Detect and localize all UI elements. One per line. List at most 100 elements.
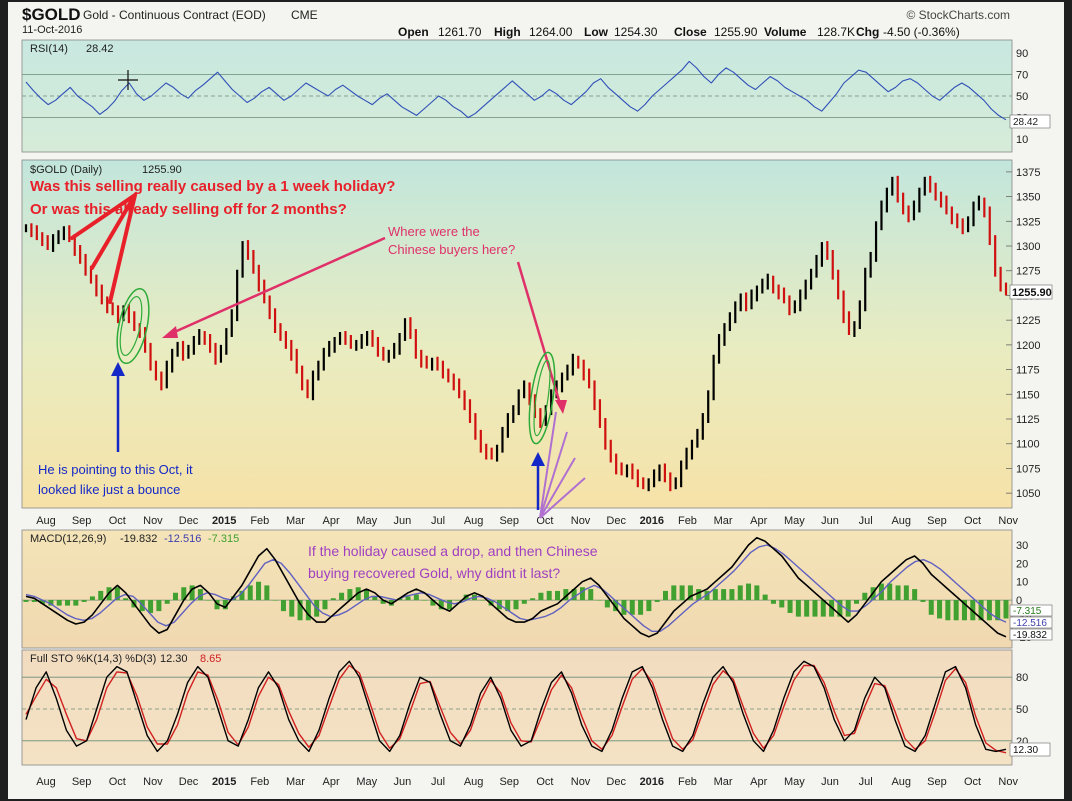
macd-tag: -19.832: [1013, 630, 1047, 641]
macd-histogram-bar: [555, 590, 561, 601]
macd-histogram-bar: [405, 596, 411, 601]
month-label: Oct: [964, 776, 981, 788]
sto-y-tick: 80: [1016, 672, 1028, 684]
macd-histogram-bar: [123, 598, 129, 601]
price-y-tick: 1175: [1016, 365, 1040, 377]
macd-histogram-bar: [305, 600, 311, 621]
month-label: May: [784, 776, 805, 788]
macd-histogram-bar: [986, 600, 992, 621]
macd-histogram-bar: [912, 589, 918, 601]
sto-tag: 12.30: [1013, 745, 1038, 756]
blue-arrowhead-right: [531, 452, 545, 466]
macd-histogram-bar: [679, 585, 685, 601]
price-y-tick: 1275: [1016, 266, 1040, 278]
macd-histogram-bar: [571, 589, 577, 601]
ellipse-oct-2014-inner: [119, 295, 143, 357]
why-1: If the holiday caused a drop, and then C…: [308, 543, 598, 559]
month-label: Apr: [750, 776, 767, 788]
macd-histogram-bar: [272, 600, 278, 601]
macd-histogram-bar: [81, 600, 87, 602]
purple-rays: [539, 411, 586, 519]
month-label: Oct: [536, 515, 553, 527]
macd-histogram-bar: [945, 600, 951, 621]
date: 11-Oct-2016: [22, 24, 82, 36]
chinese-buyers-2: Chinese buyers here?: [388, 242, 515, 257]
signal-tag: -12.516: [1013, 618, 1047, 629]
signal-value: -12.516: [164, 533, 201, 545]
month-label: Dec: [179, 515, 199, 527]
macd-histogram-bar: [73, 600, 79, 606]
macd-series: [22, 536, 1012, 638]
macd-histogram-bar: [629, 600, 635, 615]
macd-label: MACD(12,26,9): [30, 533, 106, 545]
month-label: Jul: [431, 776, 445, 788]
month-label: Oct: [536, 776, 553, 788]
month-label: Aug: [36, 515, 56, 527]
month-label: Apr: [323, 515, 340, 527]
macd-histogram-bar: [31, 600, 37, 602]
month-label: Jun: [393, 776, 411, 788]
crosshair-icon: [118, 70, 138, 90]
macd-histogram-bar: [480, 600, 486, 601]
price-panel: [21, 159, 1013, 509]
macd-histogram-bar: [239, 590, 245, 601]
macd-line: [25, 536, 1007, 638]
macd-histogram-bar: [845, 600, 851, 617]
month-label: Aug: [464, 515, 484, 527]
macd-histogram-bar: [712, 589, 718, 601]
macd-histogram-bar: [787, 600, 793, 613]
macd-histogram-bar: [646, 600, 652, 612]
sto-d-value: 8.65: [200, 653, 221, 665]
rsi-y-tick: 70: [1016, 69, 1028, 81]
macd-histogram-bar: [438, 600, 444, 610]
holiday-question-1: Was this selling really caused by a 1 we…: [30, 178, 395, 195]
macd-histogram-bar: [579, 587, 585, 601]
price-y-tick: 1350: [1016, 192, 1040, 204]
month-label: Aug: [464, 776, 484, 788]
macd-histogram-bar: [928, 600, 934, 615]
sto-label: Full STO %K(14,3) %D(3): [30, 653, 156, 665]
macd-histogram-bar: [795, 600, 801, 617]
price-label: $GOLD (Daily): [30, 164, 102, 176]
macd-histogram-bar: [995, 600, 1001, 621]
month-label: Nov: [998, 515, 1018, 527]
macd-histogram-bar: [812, 600, 818, 617]
macd-histogram-bar: [638, 600, 644, 615]
hist-tag: -7.315: [1013, 606, 1042, 617]
macd-histogram-bar: [770, 600, 776, 604]
sto-y-tick: 50: [1016, 704, 1028, 716]
volume-label: Volume: [764, 25, 807, 39]
macd-y-tick: 20: [1016, 558, 1028, 570]
close-value: 1255.90: [714, 25, 758, 39]
macd-histogram-bar: [804, 600, 810, 617]
macd-histogram-bar: [737, 585, 743, 601]
chg-value: -4.50 (-0.36%): [883, 25, 960, 39]
price-y-tick: 1100: [1016, 439, 1040, 451]
sto-k-line: [25, 660, 1007, 753]
rsi-y-tick: 90: [1016, 48, 1028, 60]
macd-histogram-bar: [256, 581, 262, 601]
price-y-tick: 1075: [1016, 463, 1040, 475]
sto-series: [22, 660, 1012, 754]
month-label: Nov: [571, 515, 591, 527]
macd-histogram-bar: [339, 592, 345, 601]
macd-histogram-bar: [953, 600, 959, 621]
price-y-tick: 1300: [1016, 241, 1040, 253]
month-label: Feb: [678, 515, 697, 527]
macd-histogram-bar: [837, 600, 843, 617]
macd-histogram-bar: [903, 585, 909, 601]
macd-histogram-bar: [181, 587, 187, 601]
macd-histogram-bar: [214, 600, 220, 610]
macd-histogram-bar: [604, 600, 610, 608]
watermark: © StockCharts.com: [906, 8, 1010, 22]
chg-label: Chg: [856, 25, 879, 39]
month-label: May: [356, 515, 377, 527]
ellipse-oct-2015-inner: [533, 359, 551, 437]
month-label: Jun: [821, 776, 839, 788]
macd-histogram-bar: [505, 600, 511, 612]
pink-arrow-left: [169, 236, 386, 336]
macd-histogram-bar: [530, 598, 536, 601]
macd-histogram-bar: [40, 600, 46, 604]
macd-y-tick: 10: [1016, 577, 1028, 589]
